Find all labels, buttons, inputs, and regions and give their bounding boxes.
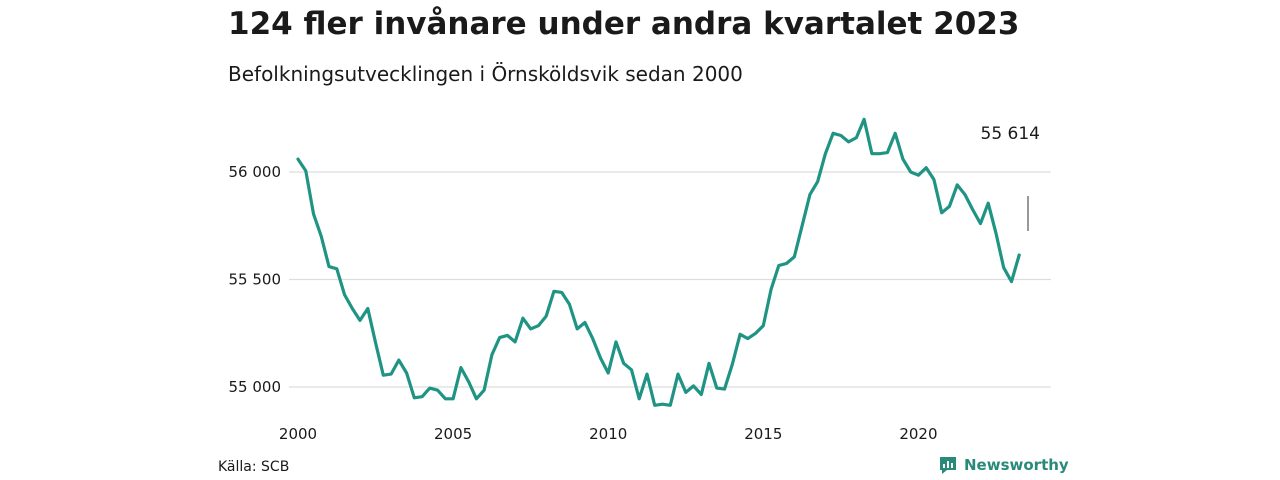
brand-name: Newsworthy (964, 456, 1069, 474)
x-tick-label: 2005 (434, 425, 472, 443)
chart-subtitle: Befolkningsutvecklingen i Örnsköldsvik s… (228, 62, 743, 86)
y-axis-labels: 55 000 55 500 56 000 (229, 163, 282, 396)
x-axis-labels: 2000 2005 2010 2015 2020 (279, 425, 938, 443)
y-tick-label: 55 500 (229, 271, 282, 289)
grid-lines (289, 171, 1051, 388)
brand-logo[interactable]: Newsworthy (938, 455, 1069, 475)
series-layer (296, 117, 1021, 407)
y-tick-label: 55 000 (229, 378, 282, 396)
y-tick-label: 56 000 (229, 163, 282, 181)
x-tick-label: 2010 (589, 425, 627, 443)
newsworthy-logo-icon (940, 457, 956, 474)
annotation-layer: 55 614 (981, 124, 1040, 231)
x-tick-label: 2000 (279, 425, 317, 443)
chart-title: 124 fler invånare under andra kvartalet … (228, 6, 1020, 42)
series-line (296, 117, 1021, 407)
x-tick-label: 2020 (899, 425, 937, 443)
last-value-label: 55 614 (981, 124, 1040, 144)
source-note: Källa: SCB (218, 459, 290, 475)
x-tick-label: 2015 (744, 425, 782, 443)
